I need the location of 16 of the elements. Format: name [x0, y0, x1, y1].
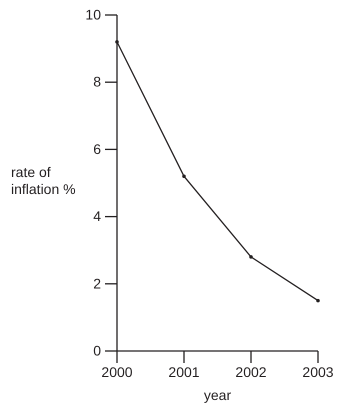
y-axis-title: rate of inflation %	[11, 164, 76, 197]
point	[316, 298, 320, 302]
y-tick-label: 0	[93, 342, 102, 358]
x-tick-label: 2002	[235, 364, 267, 380]
x-axis-title: year	[204, 387, 232, 403]
y-tick-label: 2	[93, 275, 102, 292]
point	[182, 174, 186, 178]
x-tick-label: 2001	[168, 364, 200, 380]
point	[115, 40, 119, 44]
y-tick-label: 4	[93, 208, 102, 224]
y-tick-label: 8	[93, 74, 102, 90]
y-tick-label: 6	[93, 140, 102, 157]
x-tick-label: 2003	[302, 364, 334, 380]
point	[249, 255, 253, 259]
y-tick-label: 10	[85, 6, 102, 22]
x-tick-label: 2000	[101, 364, 133, 380]
